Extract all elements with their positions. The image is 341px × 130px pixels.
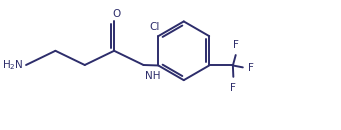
Text: Cl: Cl <box>149 22 160 32</box>
Text: F: F <box>233 40 239 50</box>
Text: NH: NH <box>145 71 161 81</box>
Text: F: F <box>230 83 236 93</box>
Text: H$_2$N: H$_2$N <box>2 58 24 72</box>
Text: F: F <box>248 63 254 73</box>
Text: O: O <box>112 9 120 19</box>
